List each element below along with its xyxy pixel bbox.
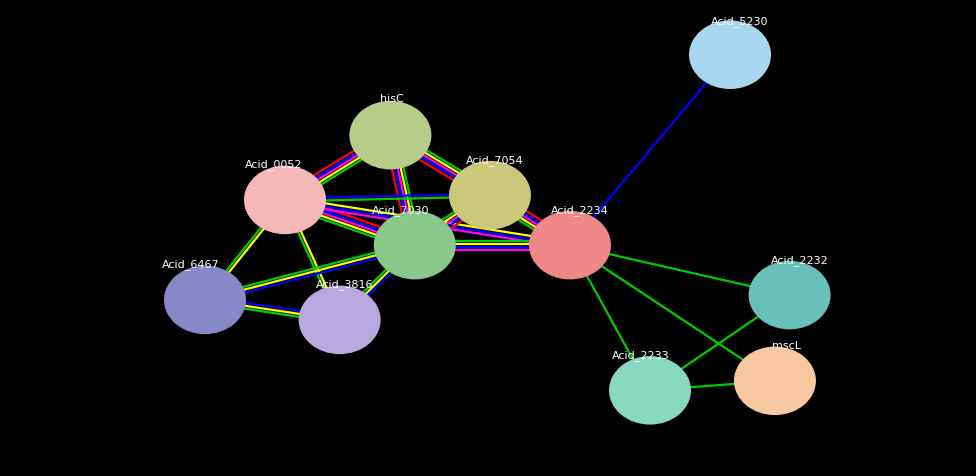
Ellipse shape xyxy=(609,356,691,425)
Ellipse shape xyxy=(449,161,531,229)
Text: Acid_7054: Acid_7054 xyxy=(466,155,524,166)
Ellipse shape xyxy=(529,211,611,279)
Text: Acid_2233: Acid_2233 xyxy=(611,350,670,361)
Ellipse shape xyxy=(349,101,431,169)
Text: Acid_2234: Acid_2234 xyxy=(550,205,609,216)
Text: mscL: mscL xyxy=(772,341,801,351)
Ellipse shape xyxy=(299,286,381,354)
Ellipse shape xyxy=(164,266,246,334)
Ellipse shape xyxy=(734,347,816,415)
Text: Acid_5230: Acid_5230 xyxy=(712,16,768,27)
Ellipse shape xyxy=(244,166,326,234)
Text: Acid_6467: Acid_6467 xyxy=(161,259,220,270)
Ellipse shape xyxy=(749,261,831,329)
Ellipse shape xyxy=(374,211,456,279)
Text: Acid_0052: Acid_0052 xyxy=(245,159,302,170)
Text: Acid_7030: Acid_7030 xyxy=(372,205,428,216)
Text: hisC: hisC xyxy=(381,94,404,104)
Text: Acid_3816: Acid_3816 xyxy=(316,279,373,290)
Text: Acid_2232: Acid_2232 xyxy=(770,255,829,266)
Ellipse shape xyxy=(689,20,771,89)
